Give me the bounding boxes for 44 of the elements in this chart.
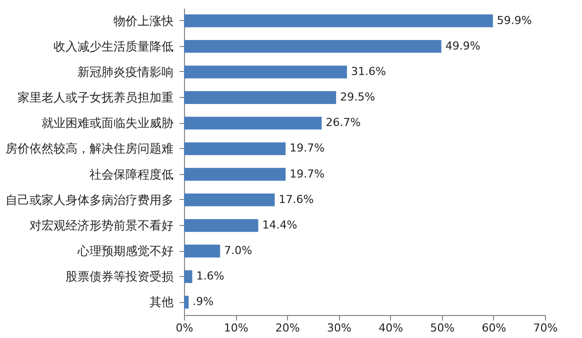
data-label: 31.6% <box>350 64 386 78</box>
y-tick-label: 社会保障程度低 <box>90 167 174 182</box>
data-label: 26.7% <box>326 116 361 130</box>
data-label: 19.7% <box>290 142 325 155</box>
x-tick-label: 20% <box>275 322 300 334</box>
bar <box>184 168 286 181</box>
bar <box>184 270 192 284</box>
y-tick-label: 家里老人或子女抚养员担加重 <box>18 90 174 105</box>
x-tick-label: 10% <box>224 322 248 334</box>
bar <box>184 14 493 28</box>
y-tick-label: 其他 <box>150 295 174 310</box>
y-tick-label: 心理预期感觉不好 <box>76 244 174 258</box>
x-tick-label: 60% <box>482 322 506 334</box>
data-label: 14.4% <box>262 218 298 232</box>
y-tick-label: 房价依然较高，解决住房问题难 <box>6 142 174 156</box>
bar <box>184 193 275 206</box>
x-tick-label: 70% <box>533 322 558 334</box>
bar <box>184 142 286 156</box>
bar <box>184 219 258 232</box>
data-label: 59.9% <box>496 14 532 27</box>
y-tick-label: 就业困难或面临失业威胁 <box>42 116 174 130</box>
y-tick-label: 收入减少生活质量降低 <box>54 39 174 54</box>
data-label: 17.6% <box>278 192 314 206</box>
y-tick-label: 物价上涨快 <box>114 14 174 28</box>
x-tick-label: 30% <box>326 322 352 334</box>
data-label: 1.6% <box>196 270 224 283</box>
y-tick-label: 股票债券等投资受损 <box>66 270 174 284</box>
bar <box>184 91 336 104</box>
data-label: 19.7% <box>290 167 325 180</box>
bar <box>184 244 220 258</box>
y-tick-label: 自己或家人身体多病治疗费用多 <box>6 192 174 207</box>
y-tick-label: 新冠肺炎疫情影响 <box>78 64 174 79</box>
x-tick-label: 0% <box>176 322 194 334</box>
data-label: 29.5% <box>340 90 376 104</box>
x-tick-label: 40% <box>378 322 404 334</box>
bar <box>184 296 189 309</box>
data-label: .9% <box>192 295 214 308</box>
data-label: 7.0% <box>224 244 252 258</box>
bar <box>184 116 322 130</box>
data-label: 49.9% <box>445 39 480 52</box>
bar <box>184 40 442 53</box>
x-tick-label: 50% <box>430 322 455 334</box>
bar <box>184 66 347 78</box>
y-tick-label: 对宏观经济形势前景不看好 <box>30 218 174 232</box>
